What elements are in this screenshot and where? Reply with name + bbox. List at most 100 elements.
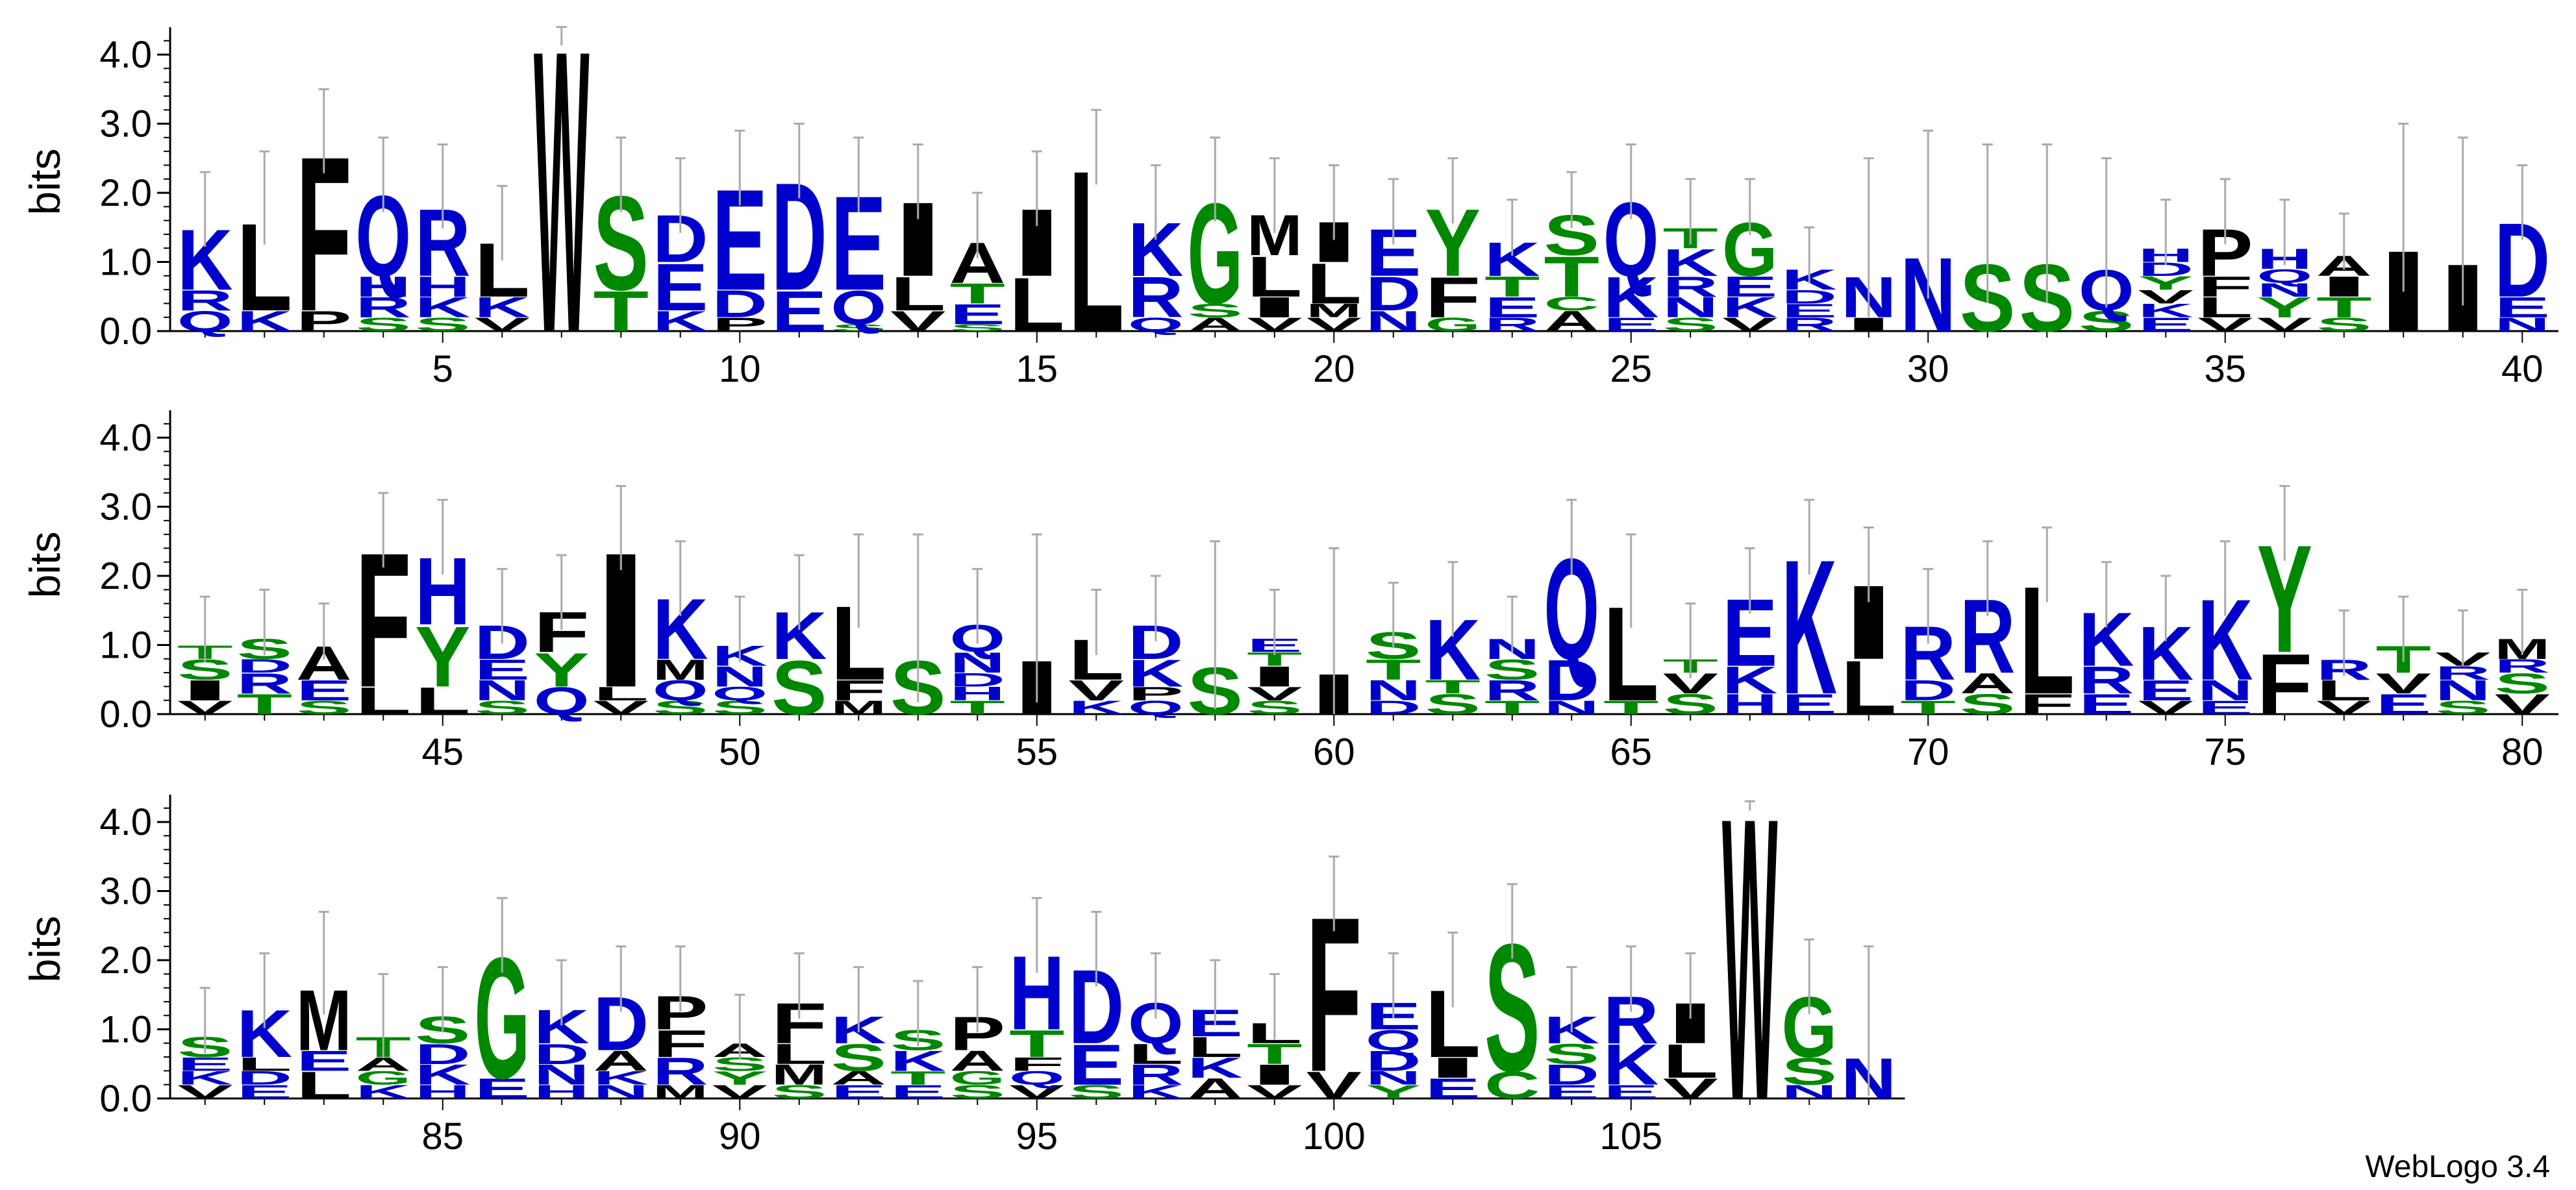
- logo-letter: V: [1069, 675, 1125, 706]
- x-tick-label: 85: [421, 1115, 464, 1158]
- logo-position-3: PF: [296, 88, 352, 358]
- logo-letter: E: [949, 299, 1005, 330]
- logo-letter: Q: [534, 680, 590, 723]
- logo-letter: E: [296, 1045, 352, 1077]
- logo-letter: F: [653, 1023, 708, 1066]
- logo-letter: R: [1128, 266, 1184, 330]
- logo-letter: E: [1782, 300, 1838, 321]
- logo-letter: T: [1366, 654, 1421, 686]
- logo-letter: L: [236, 1054, 292, 1075]
- logo-letter: L: [1009, 262, 1065, 348]
- logo-letter: S: [2316, 314, 2372, 335]
- logo-letter: F: [2257, 636, 2313, 732]
- weblogo-credit: WebLogo 3.4: [2365, 1150, 2550, 1184]
- logo-position-58: S: [1188, 540, 1243, 728]
- logo-letter: V: [2197, 314, 2253, 335]
- logo-letter: D: [1366, 267, 1421, 321]
- logo-letter: N: [1366, 305, 1421, 337]
- logo-position-103: CS: [1484, 883, 1540, 1109]
- logo-letter: D: [236, 1067, 292, 1089]
- x-tick-label: 5: [432, 348, 453, 390]
- y-tick-label: 2.0: [99, 172, 152, 214]
- logo-letter: L: [415, 680, 471, 723]
- x-tick-label: 80: [2501, 731, 2544, 773]
- logo-letter: K: [1603, 1033, 1659, 1097]
- y-tick-label: 4.0: [99, 801, 152, 843]
- logo-letter: T: [1484, 271, 1540, 303]
- logo-letter: S: [1960, 688, 2016, 720]
- logo-letter: S: [1069, 1081, 1124, 1102]
- logo-position-12: SQE: [831, 136, 886, 334]
- logo-position-10: PDE: [712, 129, 768, 335]
- logo-position-9: KED: [653, 157, 708, 338]
- logo-letter: E: [475, 1072, 531, 1104]
- logo-position-109: N: [1841, 945, 1897, 1111]
- logo-letter: S: [1247, 697, 1302, 718]
- logo-position-6: VKL: [475, 184, 530, 335]
- logo-position-64: NDQ: [1544, 499, 1599, 718]
- logo-letter: A: [594, 1045, 649, 1077]
- logo-letter: S: [712, 697, 768, 718]
- logo-position-38: I: [2376, 123, 2431, 356]
- logo-letter: Y: [2257, 291, 2313, 323]
- logo-letter: D: [1544, 1059, 1600, 1091]
- logo-letter: Q: [177, 305, 233, 337]
- logo-letter: K: [1069, 697, 1124, 718]
- logo-letter: F: [1009, 1054, 1064, 1075]
- logo-letter: A: [1187, 314, 1243, 335]
- logo-letter: S: [356, 314, 412, 335]
- logo-letter: D: [1782, 286, 1838, 308]
- logo-letter: E: [1484, 291, 1540, 323]
- logo-letter: E: [2079, 688, 2134, 720]
- logo-position-21: NDE: [1366, 178, 1421, 338]
- logo-position-55: I: [1009, 533, 1065, 731]
- logo-letter: K: [177, 1067, 233, 1089]
- x-tick-label: 100: [1303, 1115, 1366, 1158]
- logo-letter: F: [831, 675, 887, 706]
- logo-letter: K: [1722, 291, 1778, 323]
- logo-position-68: EK: [1782, 499, 1837, 734]
- y-tick-label: 0.0: [99, 1078, 152, 1120]
- logo-letter: E: [653, 249, 708, 325]
- logo-letter: E: [831, 1081, 887, 1102]
- logo-position-22: GFY: [1425, 157, 1481, 335]
- logo-position-65: TL: [1603, 533, 1659, 729]
- logo-position-29: IN: [1841, 157, 1897, 335]
- logo-letter: E: [1722, 271, 1778, 303]
- logo-letter: E: [236, 1081, 292, 1102]
- logo-letter: S: [950, 323, 1006, 334]
- logo-letter: S: [653, 697, 708, 718]
- logo-position-108: NSG: [1782, 938, 1837, 1102]
- logo-letter: I: [177, 675, 233, 706]
- logo-letter: V: [177, 1081, 233, 1102]
- logo-letter: I: [1247, 291, 1303, 323]
- logo-letter: V: [1307, 1064, 1362, 1107]
- logo-letter: N: [949, 647, 1005, 679]
- logo-letter: R: [236, 667, 292, 699]
- logo-letter: T: [594, 279, 649, 343]
- logo-letter: E: [1544, 1081, 1600, 1102]
- logo-letter: R: [356, 291, 412, 323]
- y-tick-label: 1.0: [99, 625, 152, 667]
- logo-position-76: FY: [2257, 485, 2313, 732]
- logo-letter: L: [356, 680, 412, 723]
- x-tick-label: 20: [1313, 348, 1355, 390]
- logo-letter: E: [177, 1054, 233, 1075]
- logo-letter: V: [1247, 314, 1302, 335]
- logo-position-47: QYF: [534, 554, 590, 723]
- logo-letter: N: [2197, 675, 2253, 706]
- logo-letter: E: [2197, 697, 2253, 718]
- logo-letter: D: [1366, 1045, 1421, 1077]
